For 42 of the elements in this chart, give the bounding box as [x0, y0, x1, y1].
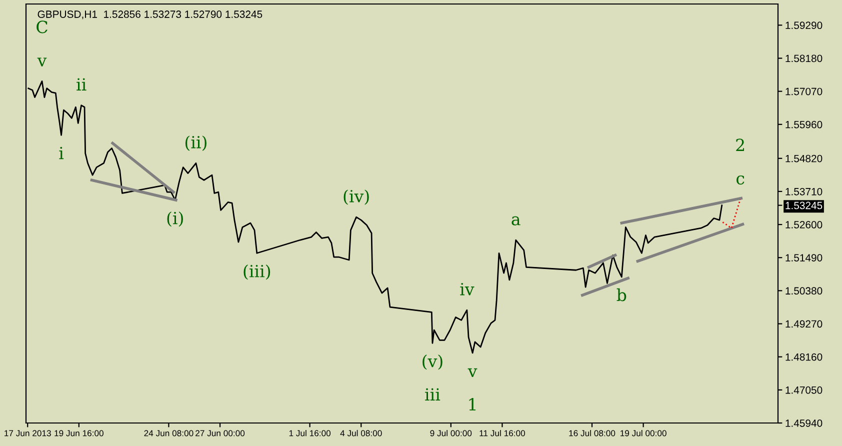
annotation: (iv)	[344, 190, 369, 205]
y-tick-label: 1.58180	[786, 54, 822, 62]
y-tick-label: 1.52600	[786, 221, 822, 228]
annotation: i	[59, 146, 64, 160]
annotation: c	[736, 175, 744, 185]
y-tick-label: 1.45940	[786, 420, 822, 427]
y-tick-label: 1.53245	[786, 202, 822, 210]
annotation: iii	[425, 388, 440, 401]
annotation: ii	[76, 78, 86, 90]
annotation: b	[616, 288, 626, 302]
y-tick-label: 1.54820	[786, 154, 822, 162]
x-tick-label: 27 Jun 00:00	[196, 430, 245, 436]
annotation: v	[468, 368, 478, 378]
x-tick-label: 19 Jun 16:00	[54, 430, 104, 436]
annotation: iv	[460, 282, 474, 296]
x-tick-label: 24 Jun 08:00	[144, 430, 194, 436]
y-tick-label: 1.50380	[786, 287, 822, 295]
text: GBPUSD,H1 1.52856 1.53273 1.52790 1.53245	[38, 10, 262, 20]
annotation: 2	[736, 138, 744, 152]
y-tick-label: 1.55960	[786, 120, 822, 128]
annotation: (v)	[422, 354, 442, 370]
x-tick-label: 16 Jul 08:00	[569, 430, 616, 436]
x-tick-label: 1 Jul 16:00	[289, 430, 331, 436]
y-tick-label: 1.57070	[786, 88, 822, 96]
annotation: (ii)	[185, 136, 206, 151]
annotation: (i)	[167, 211, 183, 227]
annotation: C	[36, 20, 48, 34]
y-tick-label: 1.51490	[786, 254, 822, 262]
x-tick-label: 11 Jul 16:00	[480, 430, 526, 436]
y-tick-label: 1.59290	[786, 22, 822, 30]
annotation: v	[37, 58, 47, 66]
annotation: 1	[469, 398, 476, 410]
y-tick-label: 1.48160	[786, 353, 822, 361]
annotation: a	[512, 216, 520, 226]
x-tick-label: 9 Jul 00:00	[430, 430, 472, 436]
y-tick-label: 1.47050	[786, 386, 822, 394]
y-tick-label: 1.49270	[786, 320, 822, 328]
annotation: (iii)	[244, 264, 270, 280]
x-tick-label: 19 Jul 00:00	[620, 430, 666, 436]
x-tick-label: 17 Jun 2013	[4, 430, 51, 436]
x-tick-label: 4 Jul 08:00	[340, 430, 382, 436]
y-tick-label: 1.53710	[786, 188, 822, 196]
